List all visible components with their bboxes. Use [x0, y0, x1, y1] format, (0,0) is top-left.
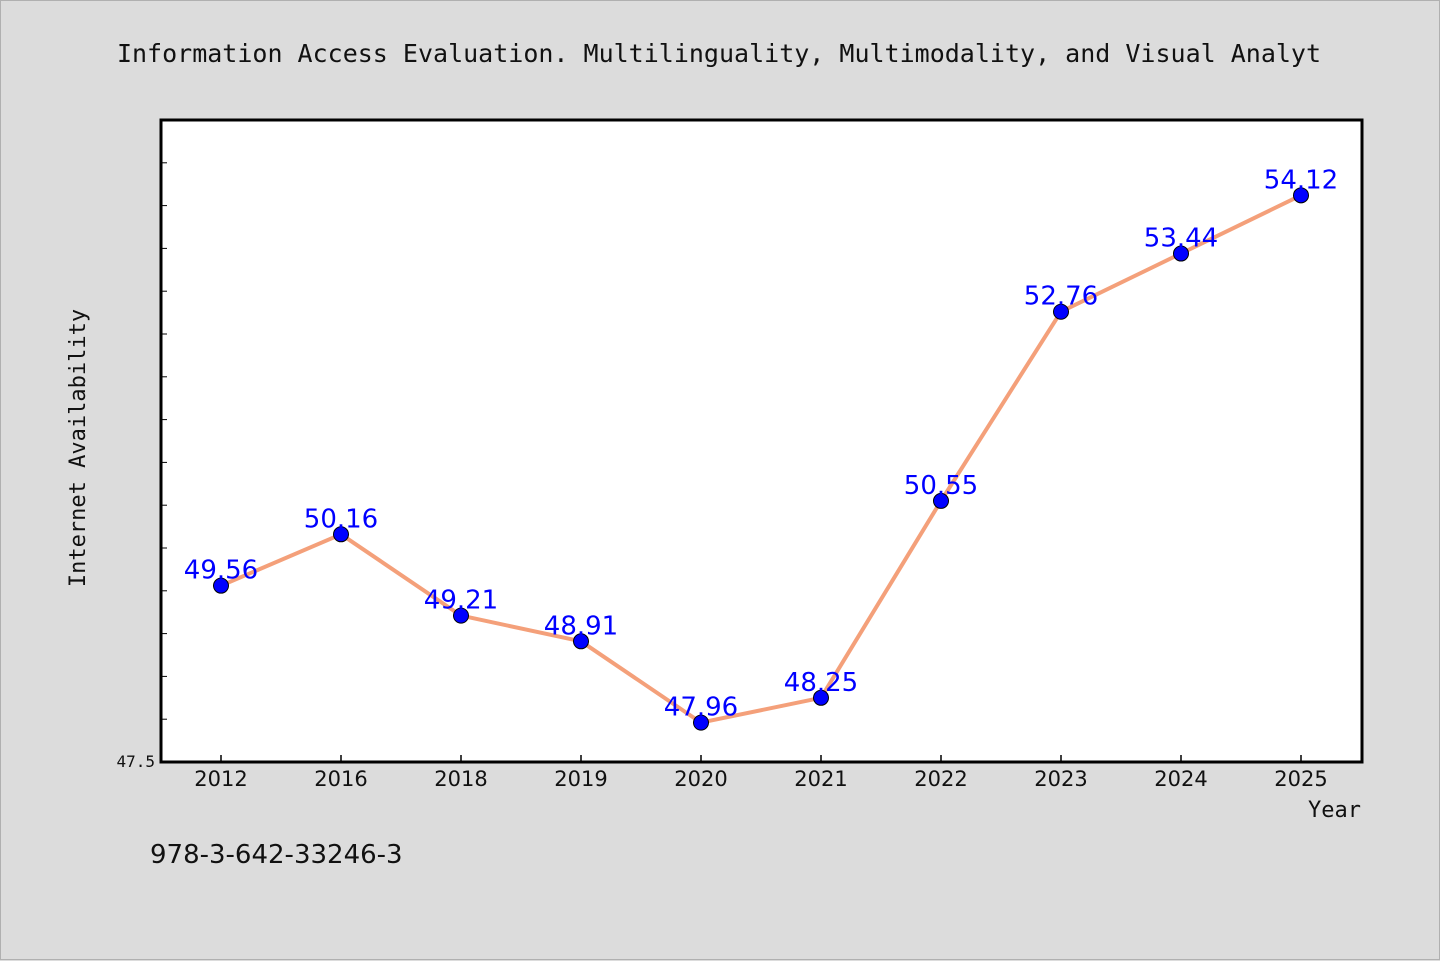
data-label: 49.56 — [184, 556, 258, 586]
x-tick-label: 2016 — [314, 767, 367, 791]
y-axis-minor-ticks — [161, 162, 167, 720]
series-markers — [213, 187, 1309, 731]
data-label: 48.25 — [784, 668, 858, 698]
x-axis-title: Year — [1308, 798, 1361, 823]
data-point-marker — [813, 689, 829, 706]
x-tick-label: 2025 — [1274, 767, 1327, 791]
data-point-marker — [1293, 187, 1309, 204]
chart-title: Information Access Evaluation. Multiling… — [117, 39, 1321, 68]
y-axis-tick-labels: 47.5 — [116, 752, 155, 771]
data-label: 49.21 — [424, 586, 498, 616]
x-tick-label: 2012 — [194, 767, 247, 791]
x-tick-label: 2020 — [674, 767, 727, 791]
x-axis-tick-marks — [220, 755, 1302, 762]
data-label: 47.96 — [664, 693, 738, 723]
x-axis-tick-labels: 2012 2016 2018 2019 2020 2021 2022 2023 2024 2025 — [194, 767, 1327, 791]
x-tick-label: 2018 — [434, 767, 487, 791]
series-line — [220, 193, 1302, 725]
data-point-marker — [693, 714, 709, 731]
isbn-footer: 978-3-642-33246-3 — [150, 840, 403, 870]
data-label: 50.16 — [304, 504, 378, 534]
y-tick-label: 47.5 — [116, 752, 155, 771]
y-axis-title: Internet Availability — [66, 309, 91, 587]
x-tick-label: 2021 — [794, 767, 847, 791]
data-point-marker — [213, 577, 229, 594]
data-label: 50.55 — [904, 471, 978, 501]
data-point-marker — [573, 633, 589, 650]
data-point-marker — [333, 526, 349, 543]
x-tick-label: 2019 — [554, 767, 607, 791]
x-tick-label: 2023 — [1034, 767, 1087, 791]
data-label: 52.76 — [1024, 282, 1098, 312]
data-labels: 49.56 50.16 49.21 48.91 47.96 48.25 50.55 52.76… — [184, 165, 1338, 722]
data-label: 54.12 — [1264, 165, 1338, 195]
x-tick-label: 2024 — [1154, 767, 1207, 791]
data-point-marker — [1053, 303, 1069, 320]
data-label: 48.91 — [544, 611, 618, 641]
plot-area — [159, 118, 1364, 764]
data-point-marker — [453, 607, 469, 624]
data-point-marker — [933, 492, 949, 509]
data-label: 53.44 — [1144, 224, 1218, 254]
x-tick-label: 2022 — [914, 767, 967, 791]
data-point-marker — [1173, 245, 1189, 262]
